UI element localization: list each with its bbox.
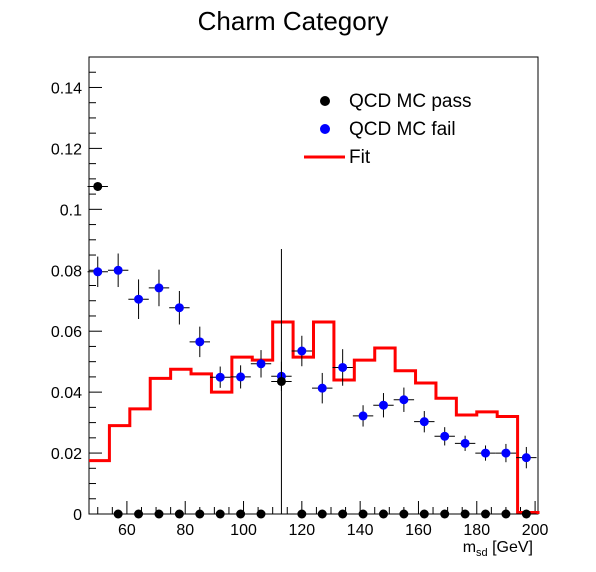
y-tick-label: 0 (73, 507, 82, 524)
fail-point (440, 431, 450, 441)
pass-point (195, 509, 205, 519)
pass-point (358, 509, 368, 519)
fail-point (481, 448, 491, 458)
fail-point (236, 372, 246, 382)
fail-point (195, 337, 205, 347)
pass-point (501, 509, 511, 519)
y-tick-label: 0.1 (60, 202, 82, 219)
fail-point (256, 359, 266, 369)
fail-point (460, 438, 470, 448)
x-tick-label: 140 (347, 522, 374, 539)
fail-point (113, 265, 123, 275)
fail-point (93, 267, 103, 277)
qcd-mc-fail-series (87, 253, 537, 469)
y-tick-label: 0.04 (51, 385, 82, 402)
pass-point (317, 509, 327, 519)
pass-point (338, 509, 348, 519)
x-tick-label: 180 (463, 522, 490, 539)
fail-point (378, 400, 388, 410)
x-axis-label: msd [GeV] (463, 539, 533, 559)
pass-point (399, 509, 409, 519)
pass-point (440, 509, 450, 519)
y-tick-label: 0.02 (51, 446, 82, 463)
pass-point (481, 509, 491, 519)
fit-series (89, 320, 540, 514)
x-tick-label: 160 (405, 522, 432, 539)
legend-label-fail: QCD MC fail (349, 119, 456, 140)
y-tick-label: 0.14 (51, 80, 82, 97)
legend-marker-fail (320, 124, 330, 134)
fail-point (419, 417, 429, 427)
pass-point (419, 509, 429, 519)
pass-point (236, 509, 246, 519)
x-tick-label: 60 (118, 522, 136, 539)
pass-point (174, 509, 184, 519)
pass-point (378, 509, 388, 519)
y-tick-label: 0.08 (51, 263, 82, 280)
legend-label-pass: QCD MC pass (349, 91, 471, 112)
pass-point (276, 376, 286, 386)
x-tick-label: 200 (522, 522, 549, 539)
fail-point (338, 362, 348, 372)
legend-label-fit: Fit (349, 147, 371, 168)
x-tick-label: 80 (176, 522, 194, 539)
fail-point (521, 453, 531, 463)
fail-point (358, 411, 368, 421)
y-axis: 0 0.02 0.04 0.06 0.08 0.1 0.12 0.14 (51, 71, 102, 524)
pass-point (460, 509, 470, 519)
fail-point (399, 395, 409, 405)
qcd-mc-pass-series (87, 181, 537, 519)
x-tick-label: 120 (288, 522, 315, 539)
fail-point (174, 303, 184, 313)
fail-point (134, 294, 144, 304)
x-tick-label: 100 (230, 522, 257, 539)
legend-marker-pass (320, 96, 330, 106)
legend: QCD MC pass QCD MC fail Fit (304, 91, 471, 168)
fail-point (501, 448, 511, 458)
pass-point (215, 509, 225, 519)
pass-point (521, 509, 531, 519)
fail-point (215, 372, 225, 382)
pass-point (256, 509, 266, 519)
fail-point (297, 346, 307, 356)
fit-line (89, 320, 540, 514)
pass-point (154, 509, 164, 519)
x-axis: 60 80 100 120 140 160 180 200 (97, 501, 549, 539)
y-tick-label: 0.06 (51, 324, 82, 341)
pass-point (297, 509, 307, 519)
pass-point (93, 181, 103, 191)
fail-point (154, 283, 164, 293)
y-tick-label: 0.12 (51, 141, 82, 158)
pass-point (134, 509, 144, 519)
pass-point (113, 509, 123, 519)
chart-title: Charm Category (198, 6, 389, 36)
fail-point (317, 383, 327, 393)
